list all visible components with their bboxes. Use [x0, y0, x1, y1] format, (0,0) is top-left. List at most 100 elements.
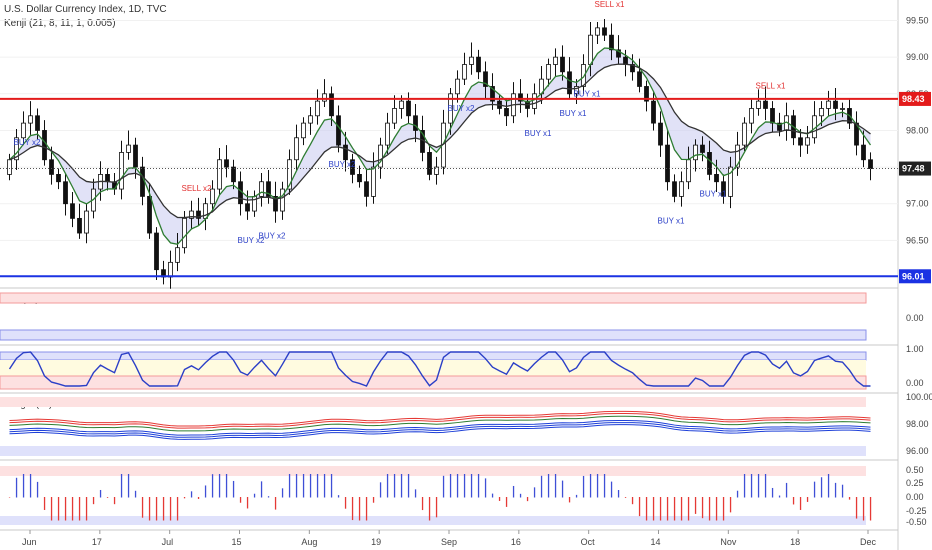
support-price-tag-label: 96.01	[902, 271, 925, 281]
osc-bar	[820, 477, 823, 498]
candle-body	[42, 130, 47, 161]
candle-body	[665, 144, 670, 183]
x-axis-label: Jun	[22, 537, 37, 547]
candle-body	[119, 152, 124, 190]
osc-bar	[407, 474, 410, 498]
osc-bar	[757, 474, 760, 498]
osc-bar	[708, 497, 711, 521]
kenji-fast-line	[9, 47, 872, 246]
candle-body	[777, 122, 782, 131]
osc-bar	[232, 480, 235, 498]
osc-bar	[603, 474, 606, 498]
candle-body	[693, 144, 698, 161]
candle-body	[490, 86, 495, 102]
signal-sell-label: SELL x1	[756, 81, 786, 90]
candle-body	[245, 203, 250, 212]
osc-bar	[134, 490, 137, 498]
osc-bar	[197, 497, 200, 499]
osc-bar	[477, 474, 480, 498]
osc-bar	[393, 474, 396, 498]
candle-body	[133, 144, 138, 168]
candle-body	[623, 56, 628, 65]
panel-tick-label: 100.00	[906, 392, 932, 402]
osc-bar	[78, 497, 81, 521]
candle-body	[294, 137, 299, 161]
tdi-mid-band	[0, 360, 866, 376]
candle-body	[826, 100, 831, 109]
osc-bar	[155, 497, 158, 521]
osc-bar	[638, 497, 641, 517]
chart-title: U.S. Dollar Currency Index, 1D, TVC	[4, 4, 167, 15]
candle-body	[231, 166, 236, 183]
osc-bar	[575, 494, 578, 498]
osc-bar	[659, 497, 662, 521]
candle-body	[630, 64, 635, 73]
candle-body	[595, 27, 600, 36]
osc-bar	[680, 497, 683, 521]
candle-body	[217, 159, 222, 190]
indicator-legend[interactable]: Kenji (21, 8, 11, 1, 0.005)	[4, 18, 116, 29]
osc-bar	[512, 485, 515, 498]
ranger-line	[9, 415, 871, 432]
osc-bar	[778, 495, 781, 498]
osc-bar	[484, 478, 487, 498]
candle-body	[679, 181, 684, 197]
osc-bar	[848, 497, 851, 500]
signal-buy-label: BUY x1	[525, 129, 553, 138]
candle-body	[742, 122, 747, 146]
candle-body	[581, 64, 586, 87]
candle-body	[154, 232, 159, 271]
candle-body	[196, 210, 201, 219]
candle-body	[287, 159, 292, 190]
x-axis-label: 16	[511, 537, 521, 547]
ranger-lower-band	[0, 446, 866, 456]
ranger-line	[9, 424, 871, 440]
ranger-line	[9, 422, 871, 438]
x-axis-label: 19	[371, 537, 381, 547]
candle-body	[322, 93, 327, 102]
panel-tick-label: 98.00	[906, 419, 929, 429]
candle-body	[469, 56, 474, 65]
osc-bar	[106, 497, 109, 498]
x-axis-label: Dec	[860, 537, 877, 547]
price-tick-label: 98.00	[906, 125, 929, 135]
last-price-tag	[899, 161, 931, 176]
candle-body	[749, 108, 754, 124]
candle-body	[399, 100, 404, 109]
candle-body	[329, 93, 334, 117]
osc-bar	[687, 497, 690, 521]
resistance-price-tag	[899, 91, 931, 106]
osc-bar	[869, 497, 872, 521]
osc-bar	[526, 497, 529, 502]
candle-body	[476, 56, 481, 73]
resistance-price-tag-label: 98.43	[902, 94, 925, 104]
osc-bar	[442, 475, 445, 498]
price-tick-label: 99.50	[906, 16, 929, 26]
candle-body	[56, 174, 61, 183]
msi-upper-band	[0, 292, 867, 304]
candle-body	[357, 174, 362, 183]
osc-bar	[841, 484, 844, 498]
osc-bar	[351, 497, 354, 521]
panel-tick-label: 0.00	[906, 378, 924, 388]
candle-body	[378, 144, 383, 168]
osc-bar	[246, 497, 249, 509]
panel-tick-label: 96.00	[906, 446, 929, 456]
osc-bar	[337, 495, 340, 498]
panel-tick-label: -0.50	[906, 517, 927, 527]
osc-bar	[456, 474, 459, 498]
osc-bar	[722, 497, 725, 521]
candle-body	[343, 144, 348, 161]
ranger-line	[9, 412, 871, 429]
candle-body	[833, 100, 838, 109]
osc-bar	[596, 474, 599, 498]
osc-bar	[50, 497, 53, 521]
osc-bar	[589, 474, 592, 498]
osc-bar	[15, 477, 18, 498]
osc-bar	[43, 497, 46, 510]
candle-body	[308, 115, 313, 124]
candle-body	[700, 144, 705, 153]
signal-buy-label: BUY x2	[14, 138, 42, 147]
